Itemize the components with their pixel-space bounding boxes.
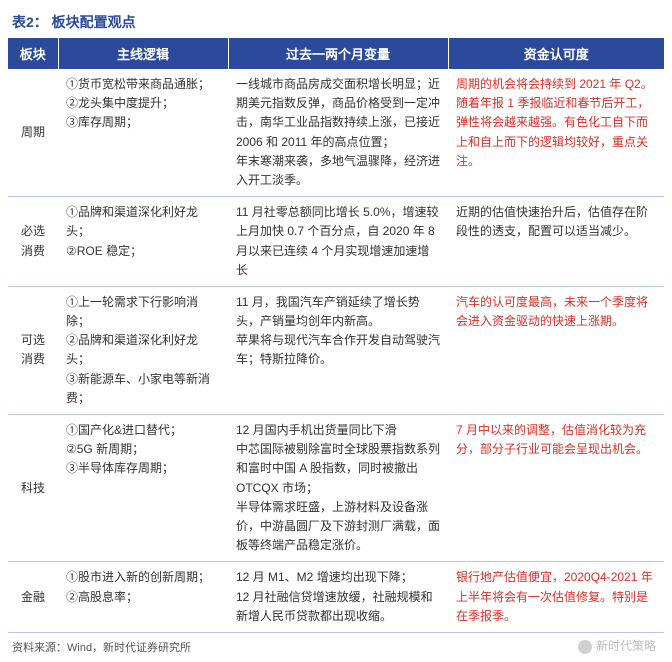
cell-capital: 近期的估值快速抬升后，估值存在阶段性的透支，配置可以适当减少。 bbox=[448, 197, 664, 287]
wechat-icon bbox=[578, 640, 592, 654]
table-row: 必选消费①品牌和渠道深化利好龙头；②ROE 稳定；11 月社零总额同比增长 5.… bbox=[8, 197, 664, 287]
header-sector: 板块 bbox=[8, 38, 58, 69]
allocation-table: 板块 主线逻辑 过去一两个月变量 资金认可度 周期①货币宽松带来商品通胀；②龙头… bbox=[8, 38, 664, 633]
cell-sector: 金融 bbox=[8, 562, 58, 633]
table-row: 金融①股市进入新的创新周期；②高股息率；12 月 M1、M2 增速均出现下降；1… bbox=[8, 562, 664, 633]
header-change: 过去一两个月变量 bbox=[228, 38, 448, 69]
cell-logic: ①上一轮需求下行影响消除；②品牌和渠道深化利好龙头；③新能源车、小家电等新消费； bbox=[58, 286, 228, 414]
header-capital: 资金认可度 bbox=[448, 38, 664, 69]
cell-sector: 周期 bbox=[8, 69, 58, 197]
cell-change: 一线城市商品房成交面积增长明显；近期美元指数反弹，商品价格受到一定冲击，南华工业… bbox=[228, 69, 448, 197]
cell-change: 11 月，我国汽车产销延续了增长势头，产销量均创年内新高。苹果将与现代汽车合作开… bbox=[228, 286, 448, 414]
cell-capital: 汽车的认可度最高，未来一个季度将会进入资金驱动的快速上涨期。 bbox=[448, 286, 664, 414]
table-title: 表2： 板块配置观点 bbox=[8, 8, 664, 38]
header-row: 板块 主线逻辑 过去一两个月变量 资金认可度 bbox=[8, 38, 664, 69]
cell-capital: 银行地产估值便宜，2020Q4-2021 年上半年将会有一次估值修复。特别是在季… bbox=[448, 562, 664, 633]
watermark-text: 新时代策略 bbox=[596, 639, 656, 653]
cell-sector: 可选消费 bbox=[8, 286, 58, 414]
cell-change: 11 月社零总额同比增长 5.0%，增速较上月加快 0.7 个百分点，自 202… bbox=[228, 197, 448, 287]
cell-logic: ①品牌和渠道深化利好龙头；②ROE 稳定； bbox=[58, 197, 228, 287]
cell-capital: 7 月中以来的调整，估值消化较为充分，部分子行业可能会呈现出机会。 bbox=[448, 415, 664, 562]
table-row: 科技①国产化&进口替代；②5G 新周期；③半导体库存周期；12 月国内手机出货量… bbox=[8, 415, 664, 562]
header-logic: 主线逻辑 bbox=[58, 38, 228, 69]
cell-logic: ①货币宽松带来商品通胀；②龙头集中度提升；③库存周期； bbox=[58, 69, 228, 197]
table-row: 周期①货币宽松带来商品通胀；②龙头集中度提升；③库存周期；一线城市商品房成交面积… bbox=[8, 69, 664, 197]
cell-sector: 科技 bbox=[8, 415, 58, 562]
table-row: 可选消费①上一轮需求下行影响消除；②品牌和渠道深化利好龙头；③新能源车、小家电等… bbox=[8, 286, 664, 414]
watermark: 新时代策略 bbox=[8, 637, 664, 654]
cell-sector: 必选消费 bbox=[8, 197, 58, 287]
cell-logic: ①国产化&进口替代；②5G 新周期；③半导体库存周期； bbox=[58, 415, 228, 562]
cell-capital: 周期的机会将会持续到 2021 年 Q2。随着年报 1 季报临近和春节后开工，弹… bbox=[448, 69, 664, 197]
cell-logic: ①股市进入新的创新周期；②高股息率； bbox=[58, 562, 228, 633]
cell-change: 12 月国内手机出货量同比下滑中芯国际被剔除富时全球股票指数系列和富时中国 A … bbox=[228, 415, 448, 562]
cell-change: 12 月 M1、M2 增速均出现下降；12 月社融信贷增速放缓，社融规模和新增人… bbox=[228, 562, 448, 633]
